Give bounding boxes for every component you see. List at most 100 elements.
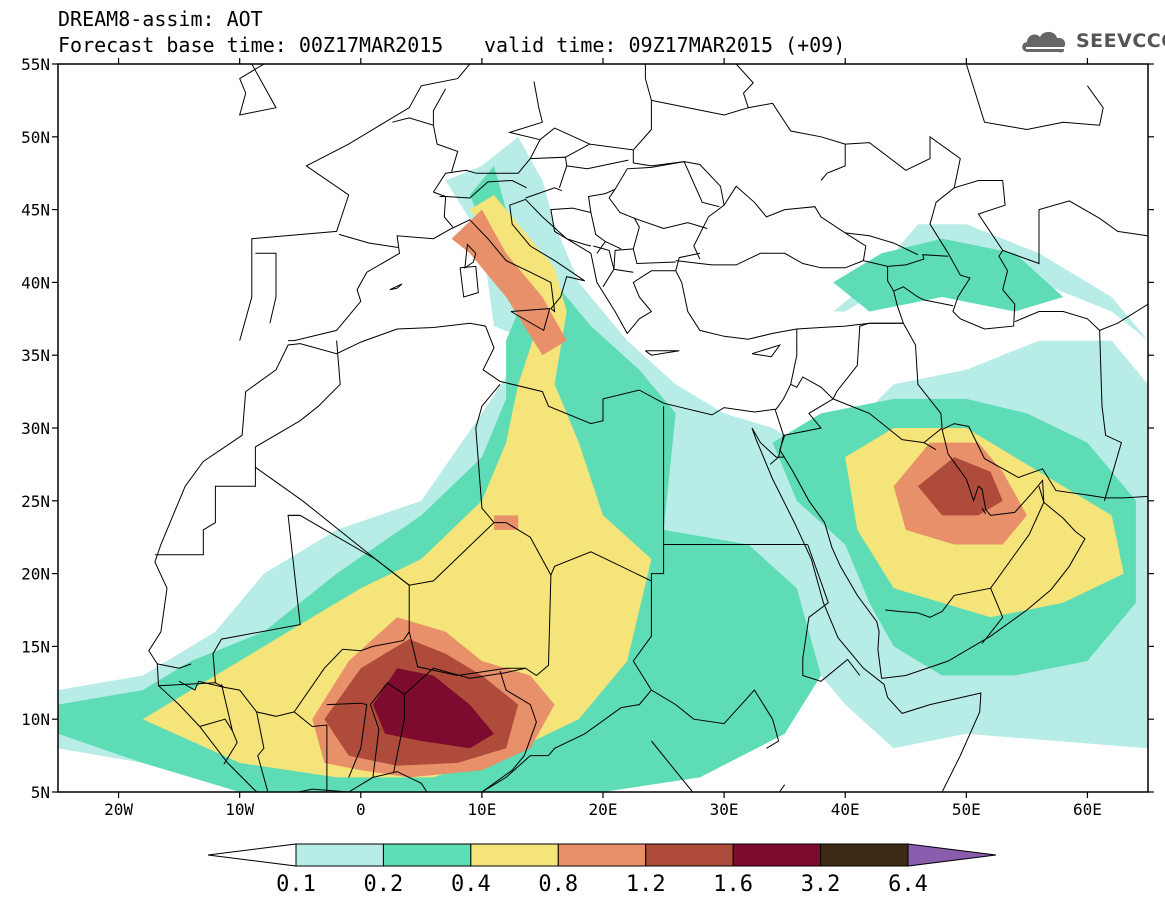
country-border [548,580,653,756]
coastline [881,423,1148,679]
colorbar-label: 6.4 [888,872,928,897]
lon-label: 10E [467,800,496,819]
country-border [404,667,526,695]
country-border [1002,200,1148,265]
colorbar-label: 1.2 [625,872,666,897]
country-border [887,266,895,292]
coastline [481,755,549,792]
country-border [221,684,238,765]
country-border [565,143,634,163]
coastline [751,344,782,358]
country-border [675,252,701,271]
lat-label: 10N [21,710,50,729]
dust-level-4-area [917,457,1003,516]
colorbar-label: 0.2 [363,872,404,897]
country-border [255,383,501,586]
lon-label: 60E [1073,800,1102,819]
country-border [613,248,676,273]
country-border [632,217,708,250]
country-border [796,290,905,330]
country-border [154,340,341,556]
country-border [923,442,937,451]
country-border [845,232,919,256]
colorbar-label: 3.2 [800,872,841,897]
lat-label: 5N [31,783,50,802]
lat-label: 35N [21,346,50,365]
country-border [432,169,476,193]
lat-label: 45N [21,201,50,220]
colorbar-label: 0.8 [538,872,579,897]
country-borders [148,64,1148,792]
colorbar-label: 1.6 [713,872,754,897]
colorbar-box [820,843,909,867]
coastline [751,427,982,792]
map-axes: 55N 50N 45N 40N 35N 30N 25N 20N 15N 10N 5N 20W 10W 0 1… [21,55,1154,819]
map-title: DREAM8-assim: AOT [58,7,263,31]
country-border [633,161,725,206]
country-border [845,135,961,188]
valid-time: valid time: 09Z17MAR2015 (+09) [484,33,846,57]
country-border [651,740,786,792]
country-border [566,159,629,170]
coastline [239,64,471,341]
country-border [525,187,562,199]
country-border [587,188,616,213]
lat-label: 15N [21,637,50,656]
lon-label: 0 [356,800,366,819]
coastline [296,771,428,792]
country-border [338,233,399,248]
coastline [929,180,1016,330]
country-border [494,522,552,576]
country-border [784,376,834,436]
country-border [965,64,1104,131]
lat-label: 50N [21,128,50,147]
colorbar-box [382,843,472,867]
coastline [459,265,479,298]
lat-label: 20N [21,565,50,584]
country-border [199,718,233,732]
country-border [863,254,949,267]
country-border [608,161,720,219]
country-border [735,64,754,108]
colorbar-box [295,843,384,867]
colorbar-box [557,843,647,867]
country-border [1099,330,1123,501]
country-border [981,507,987,515]
lon-label: 20W [104,800,133,819]
country-border [433,191,454,228]
colorbar-high-triangle [907,843,997,867]
forecast-base-time: Forecast base time: 00Z17MAR2015 [58,33,444,57]
colorbar-low-triangle [207,843,297,867]
country-border [507,81,543,141]
country-border [1014,311,1100,331]
country-border [902,322,943,429]
country-border [885,534,1030,618]
country-border [1028,486,1045,535]
lon-label: 30E [710,800,739,819]
coastline [645,350,680,356]
lat-label: 40N [21,273,50,292]
lat-label: 30N [21,419,50,438]
country-border [802,544,861,682]
lon-label: 10W [225,800,254,819]
country-border [475,156,568,188]
colorbar-label: 0.4 [450,872,491,897]
country-border [481,671,537,792]
country-border [832,398,943,444]
country-border [774,408,784,436]
country-border [392,88,447,126]
coastline [675,185,867,269]
country-border [432,125,459,172]
seevccc-logo: SEEVCCC [1018,26,1165,56]
coastline [239,64,277,116]
coastline [389,283,403,291]
country-border [157,663,192,669]
lon-label: 50E [952,800,981,819]
country-border [255,252,277,324]
country-border [256,711,269,792]
lat-label: 55N [21,55,50,74]
dust-fields [58,136,1148,792]
country-border [893,286,954,307]
country-border [550,207,606,247]
colorbar [207,843,997,867]
